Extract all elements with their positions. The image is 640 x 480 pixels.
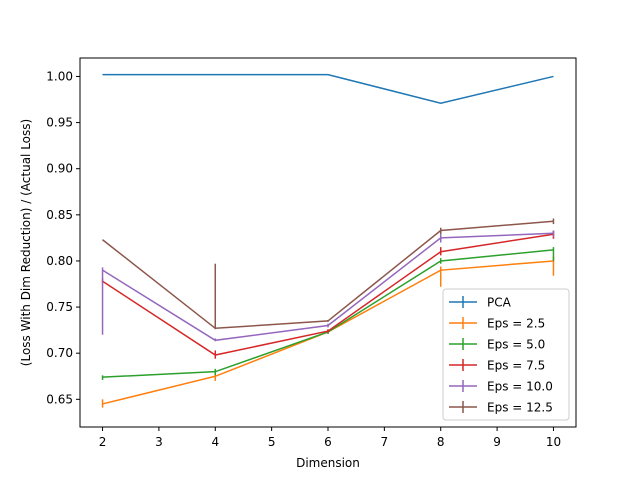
series-group: [102, 218, 555, 330]
legend-label: Eps = 10.0: [487, 380, 553, 394]
legend-item: Eps = 7.5: [449, 359, 545, 373]
series-group: [101, 230, 555, 342]
y-tick-label: 0.65: [46, 392, 73, 406]
x-axis: 2 3 4 5 6 7 8 9 10: [99, 427, 561, 449]
legend-item: Eps = 12.5: [449, 401, 553, 415]
legend-item: Eps = 5.0: [449, 338, 545, 352]
legend-item: PCA: [449, 296, 512, 310]
x-axis-label: Dimension: [296, 456, 360, 470]
series-line: [102, 73, 554, 104]
y-axis-label: (Loss With Dim Reduction) / (Actual Loss…: [19, 119, 33, 366]
legend-label: Eps = 5.0: [487, 338, 545, 352]
legend-label: Eps = 12.5: [487, 401, 553, 415]
y-tick-label: 0.80: [46, 254, 73, 268]
legend-item: Eps = 10.0: [449, 380, 553, 394]
x-tick-label: 9: [493, 435, 501, 449]
x-tick-label: 4: [211, 435, 219, 449]
y-axis: 0.65 0.70 0.75 0.80 0.85 0.90 0.95 1.00: [46, 69, 80, 406]
legend: PCA Eps = 2.5 Eps = 5.0 Eps = 7.5 Eps = 10.0…: [442, 288, 570, 421]
x-tick-label: 7: [381, 435, 389, 449]
x-tick-label: 3: [155, 435, 163, 449]
legend-label: Eps = 2.5: [487, 317, 545, 331]
y-tick-label: 0.75: [46, 300, 73, 314]
legend-box: [442, 288, 570, 421]
series-group: [102, 73, 554, 104]
y-tick-label: 0.95: [46, 116, 73, 130]
y-tick-label: 0.70: [46, 346, 73, 360]
x-tick-label: 5: [268, 435, 276, 449]
plot-area: [101, 73, 555, 408]
x-tick-label: 2: [99, 435, 107, 449]
legend-item: Eps = 2.5: [449, 317, 545, 331]
y-tick-label: 1.00: [46, 69, 73, 83]
x-tick-label: 6: [324, 435, 332, 449]
legend-label: PCA: [487, 296, 512, 310]
y-tick-label: 0.85: [46, 208, 73, 222]
x-tick-label: 8: [437, 435, 445, 449]
x-tick-label: 10: [546, 435, 561, 449]
legend-label: Eps = 7.5: [487, 359, 545, 373]
y-tick-label: 0.90: [46, 162, 73, 176]
